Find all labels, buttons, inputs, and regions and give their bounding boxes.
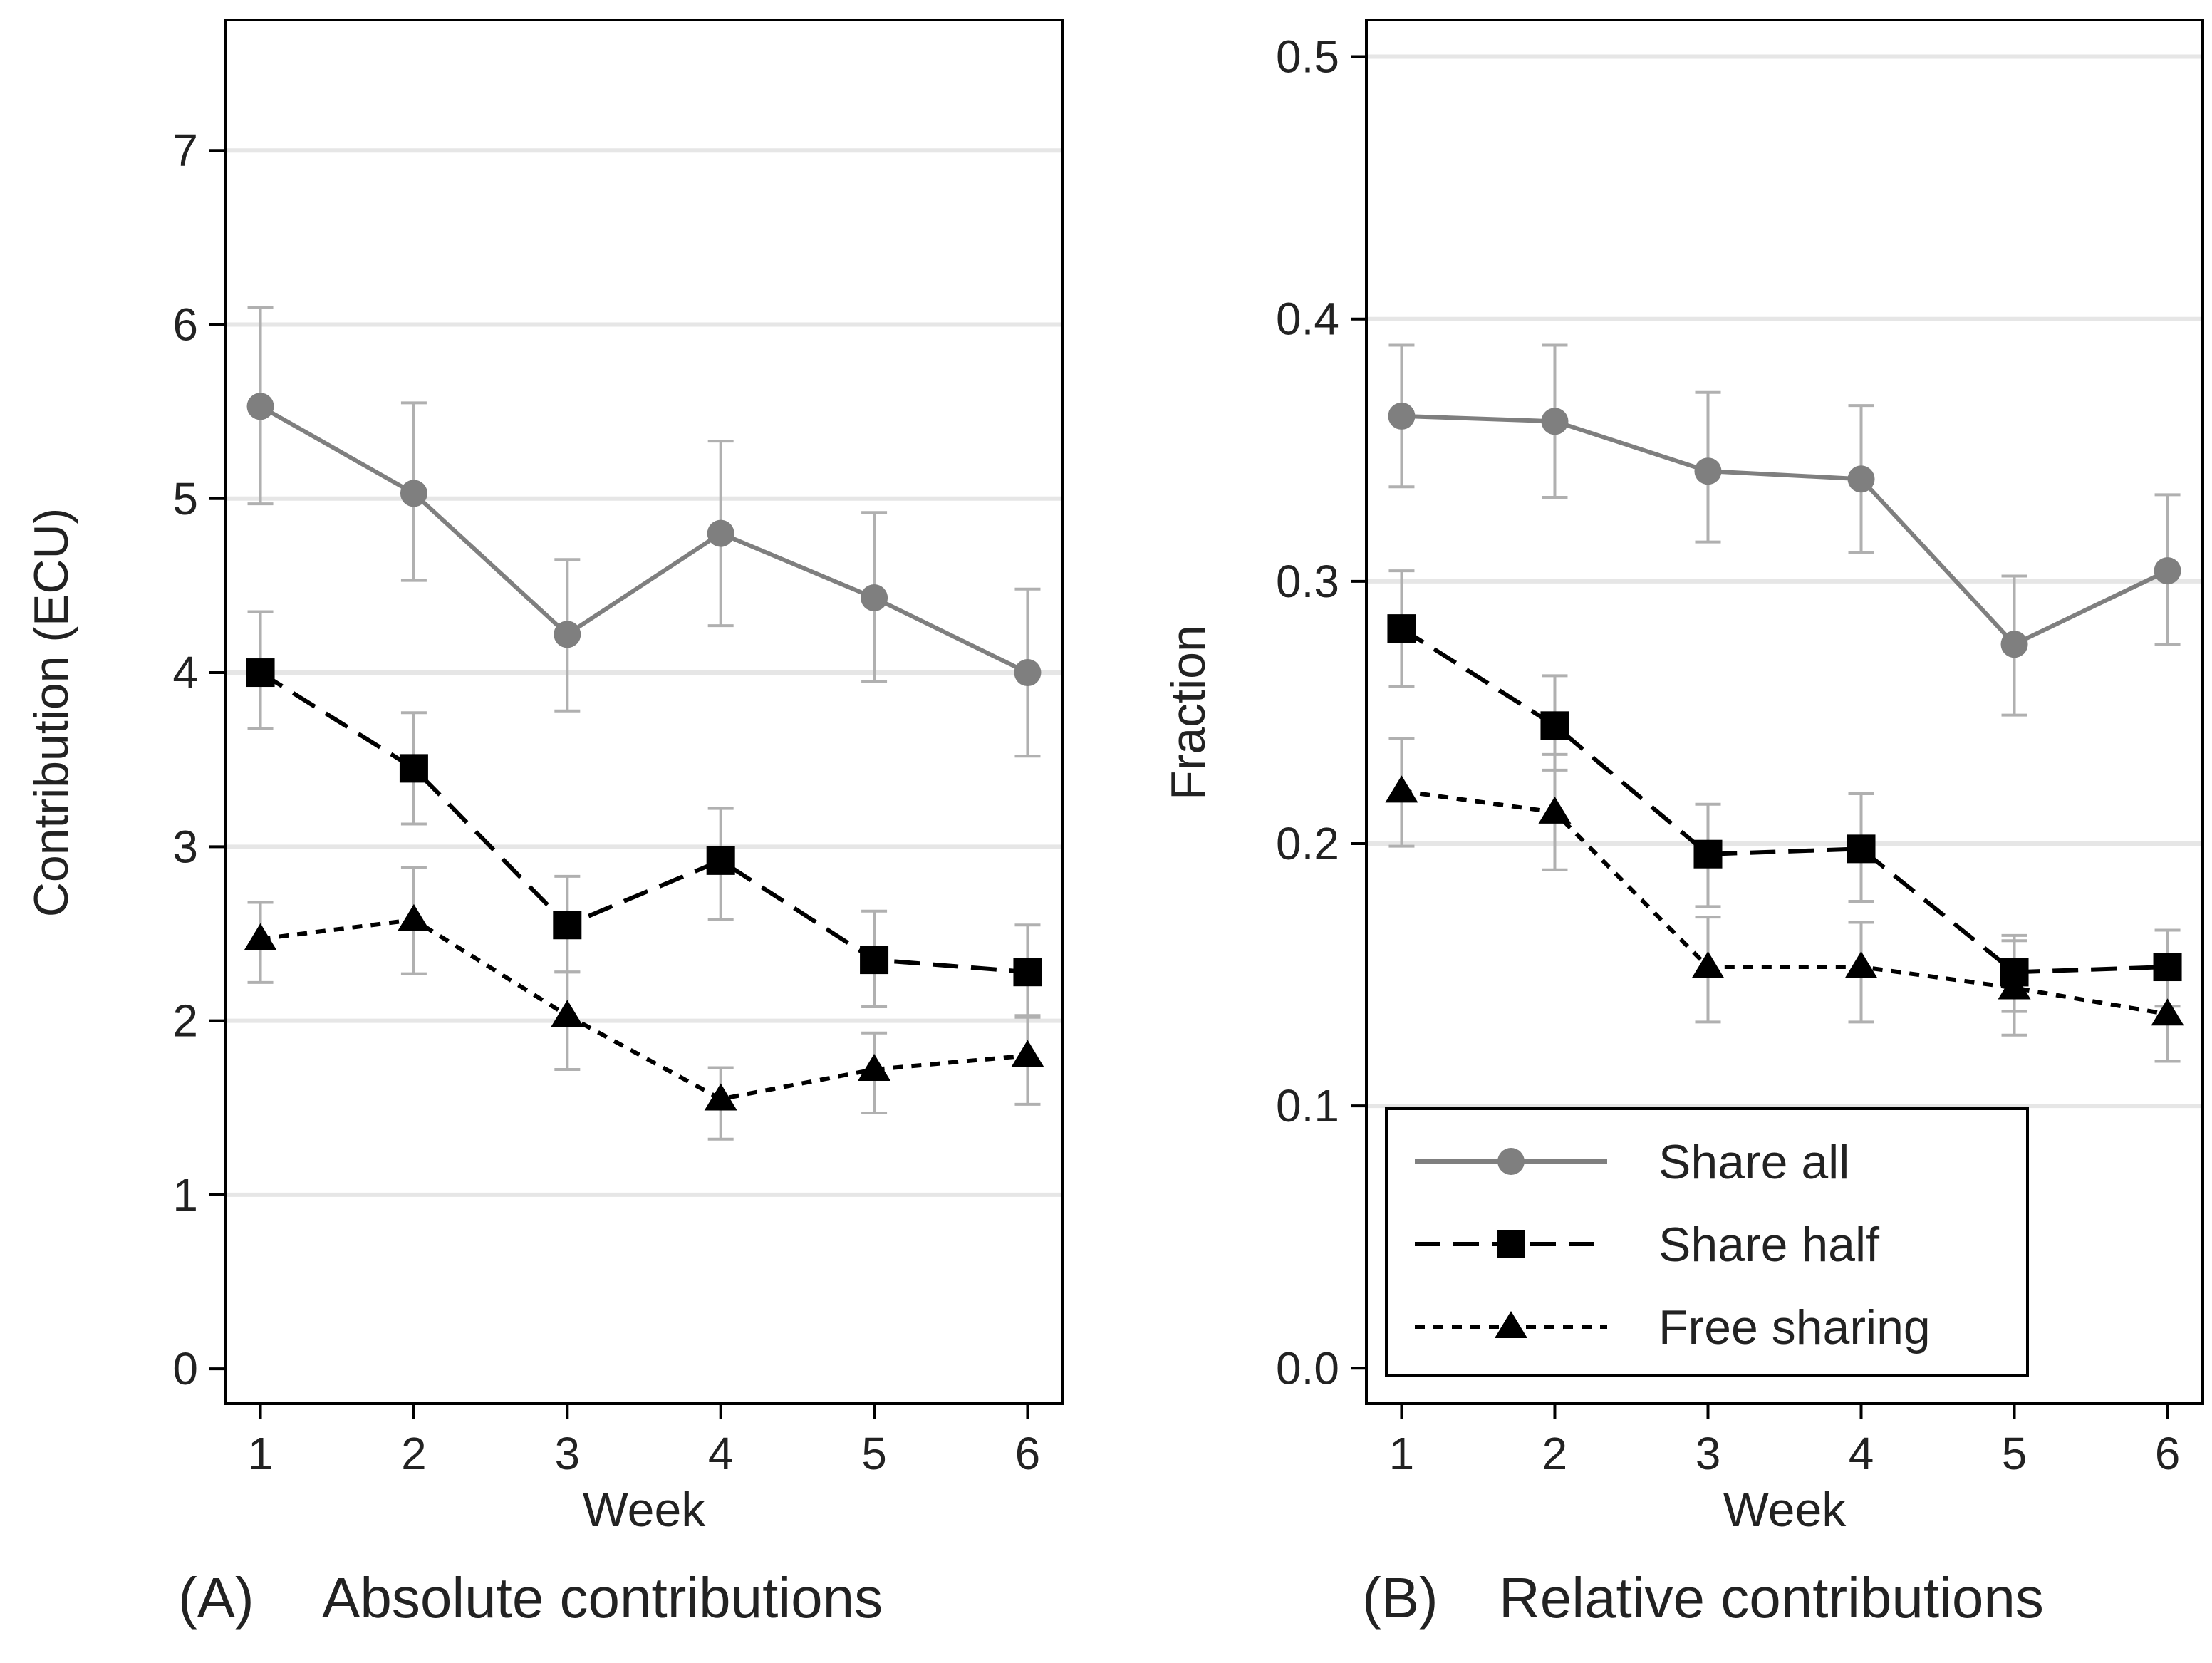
data-point-share-all	[2000, 631, 2028, 658]
data-point-free-sharing	[1844, 951, 1878, 979]
x-tick-label: 4	[708, 1428, 734, 1479]
x-axis-title: Week	[583, 1483, 707, 1537]
x-tick-label: 3	[555, 1428, 581, 1479]
legend-label: Share half	[1658, 1218, 1879, 1272]
legend-swatch-marker	[1495, 1311, 1527, 1338]
y-tick-label: 0	[172, 1343, 198, 1394]
data-point-free-sharing	[1011, 1040, 1044, 1067]
data-point-share-all	[246, 393, 274, 420]
data-point-free-sharing	[2151, 998, 2184, 1026]
y-tick-label: 0.0	[1276, 1342, 1339, 1394]
series-line-free-sharing	[260, 917, 1028, 1102]
data-point-share-half	[1540, 711, 1569, 740]
x-tick-label: 6	[2155, 1428, 2181, 1479]
y-tick-label: 0.1	[1276, 1080, 1339, 1131]
data-point-share-half	[399, 754, 428, 783]
panel-caption-text: Absolute contributions	[322, 1566, 883, 1630]
x-tick-label: 5	[2002, 1428, 2027, 1479]
series-line-share-all	[1401, 413, 2169, 647]
y-tick-label: 0.2	[1276, 818, 1339, 869]
x-tick-label: 4	[1849, 1428, 1874, 1479]
plot-frame	[224, 19, 1064, 1405]
x-tick-label: 2	[1542, 1428, 1568, 1479]
plot-frame	[1365, 19, 2204, 1405]
data-point-share-all	[1388, 402, 1416, 430]
y-tick-label: 4	[172, 647, 198, 698]
y-tick-label: 5	[172, 473, 198, 524]
panel-caption-letter: (B)	[1362, 1566, 1438, 1630]
y-tick-label: 6	[172, 299, 198, 350]
data-point-free-sharing	[704, 1083, 737, 1111]
y-tick-label: 0.3	[1276, 556, 1339, 607]
panel-b-relative-contributions: 0.0 0.1 0.2 0.3 0.4 0.5 1 2 3 4 5 6 Week Fraction (B) R…	[1161, 19, 2204, 1630]
data-point-share-half	[1387, 614, 1416, 643]
data-point-share-half	[553, 911, 582, 940]
x-tick-label: 6	[1015, 1428, 1041, 1479]
y-axis-title: Fraction	[1161, 625, 1215, 800]
y-tick-label: 7	[172, 125, 198, 176]
data-point-share-all	[707, 519, 734, 547]
data-point-free-sharing	[551, 1000, 584, 1027]
x-axis-title: Week	[1723, 1483, 1847, 1537]
data-point-share-half	[2153, 953, 2182, 982]
y-tick-label: 2	[172, 995, 198, 1047]
data-point-share-all	[1694, 457, 1722, 485]
legend-swatch-marker	[1497, 1230, 1525, 1258]
data-point-free-sharing	[244, 923, 277, 950]
x-tick-label: 3	[1696, 1428, 1721, 1479]
series-line-share-all	[259, 404, 1029, 675]
y-axis-title: Contribution (ECU)	[24, 508, 78, 917]
data-point-free-sharing	[1538, 796, 1572, 824]
legend: Share all Share half Free sharing	[1385, 1107, 2029, 1377]
data-point-share-half	[1693, 839, 1723, 869]
y-tick-label: 0.4	[1276, 294, 1339, 345]
data-point-share-all	[400, 480, 427, 507]
data-point-free-sharing	[397, 903, 430, 931]
series-line-share-half	[1400, 626, 2168, 975]
series-line-free-sharing	[1401, 789, 2169, 1017]
data-point-free-sharing	[1385, 775, 1418, 803]
y-tick-label: 0.5	[1276, 31, 1339, 83]
series-line-share-half	[259, 670, 1028, 975]
data-point-share-all	[1847, 465, 1875, 493]
data-point-share-half	[1847, 834, 1876, 864]
y-tick-label: 1	[172, 1169, 198, 1221]
legend-label: Share all	[1658, 1135, 1849, 1189]
x-tick-label: 1	[248, 1428, 274, 1479]
data-point-share-half	[246, 658, 275, 688]
data-point-free-sharing	[1691, 951, 1725, 979]
data-point-share-all	[1014, 659, 1042, 687]
data-point-free-sharing	[1998, 972, 2031, 1000]
data-point-share-all	[861, 584, 888, 611]
data-point-share-half	[706, 846, 735, 875]
x-tick-label: 1	[1389, 1428, 1415, 1479]
data-point-share-all	[1541, 408, 1569, 435]
panel-caption-letter: (A)	[178, 1566, 254, 1630]
y-tick-label: 3	[172, 821, 198, 872]
panel-caption-text: Relative contributions	[1499, 1566, 2044, 1630]
legend-swatch-marker	[1497, 1148, 1525, 1175]
data-point-share-all	[554, 621, 581, 648]
data-point-share-half	[1013, 958, 1042, 987]
data-point-free-sharing	[858, 1053, 891, 1081]
x-tick-label: 5	[861, 1428, 887, 1479]
x-tick-label: 2	[401, 1428, 427, 1479]
data-point-share-all	[2154, 557, 2181, 585]
legend-label: Free sharing	[1658, 1300, 1931, 1354]
data-point-share-half	[860, 946, 889, 975]
